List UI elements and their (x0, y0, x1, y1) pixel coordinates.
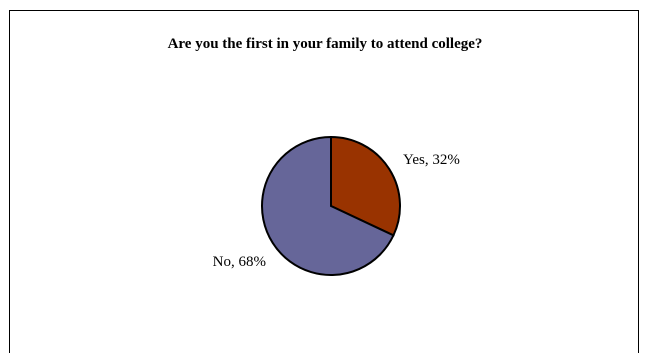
pie-slices (261, 135, 401, 276)
data-label-no: No, 68% (213, 254, 266, 270)
data-label-yes: Yes, 32% (403, 152, 460, 168)
chart-title: Are you the first in your family to atte… (167, 36, 483, 52)
pie-slice-yes (330, 135, 401, 237)
pie-slice-no (261, 135, 395, 276)
pie-labels: Yes, 32% No, 68% (213, 152, 460, 270)
